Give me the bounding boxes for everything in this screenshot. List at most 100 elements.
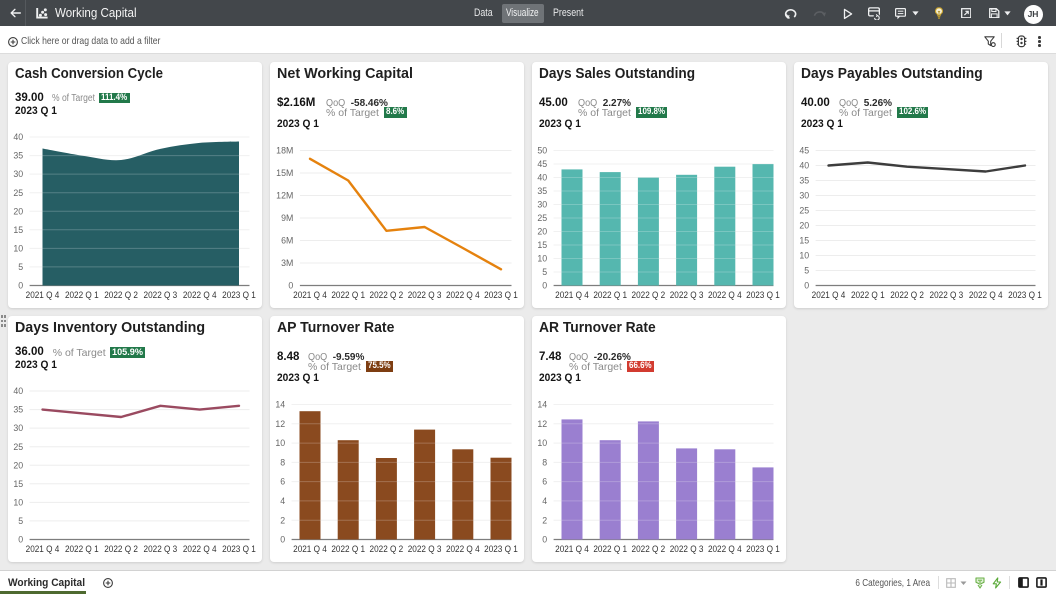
svg-text:25: 25 (799, 206, 809, 216)
svg-text:2022 Q 1: 2022 Q 1 (65, 289, 99, 300)
svg-text:2022 Q 1: 2022 Q 1 (593, 289, 627, 300)
svg-text:2021 Q 4: 2021 Q 4 (555, 543, 589, 554)
svg-text:40: 40 (13, 132, 23, 142)
svg-text:4: 4 (542, 496, 547, 506)
svg-text:9M: 9M (281, 213, 293, 223)
svg-text:2023 Q 1: 2023 Q 1 (1008, 289, 1042, 300)
svg-text:15: 15 (537, 240, 547, 250)
svg-text:15: 15 (799, 236, 809, 246)
svg-text:8: 8 (542, 458, 547, 468)
svg-text:6M: 6M (281, 236, 293, 246)
svg-text:35: 35 (537, 186, 547, 196)
svg-text:2022 Q 3: 2022 Q 3 (930, 289, 964, 300)
svg-text:2022 Q 2: 2022 Q 2 (370, 289, 404, 300)
svg-text:2022 Q 3: 2022 Q 3 (670, 543, 704, 554)
svg-text:5: 5 (804, 266, 809, 276)
svg-text:10: 10 (13, 244, 23, 254)
svg-text:45: 45 (799, 146, 809, 156)
svg-text:5: 5 (542, 267, 547, 277)
svg-text:2022 Q 3: 2022 Q 3 (408, 543, 442, 554)
svg-text:4: 4 (280, 496, 285, 506)
svg-text:5: 5 (18, 262, 23, 272)
svg-text:2022 Q 3: 2022 Q 3 (144, 543, 178, 554)
svg-text:20: 20 (799, 221, 809, 231)
svg-text:2: 2 (280, 515, 285, 525)
svg-text:30: 30 (13, 169, 23, 179)
svg-text:2023 Q 1: 2023 Q 1 (746, 289, 780, 300)
svg-text:45: 45 (537, 159, 547, 169)
svg-text:2022 Q 2: 2022 Q 2 (104, 543, 138, 554)
svg-text:2021 Q 4: 2021 Q 4 (26, 543, 60, 554)
svg-text:30: 30 (537, 200, 547, 210)
svg-text:12: 12 (537, 419, 547, 429)
svg-text:0: 0 (18, 535, 23, 545)
svg-text:2022 Q 4: 2022 Q 4 (708, 543, 742, 554)
svg-text:14: 14 (275, 400, 285, 410)
svg-text:14: 14 (537, 400, 547, 410)
svg-text:6: 6 (280, 477, 285, 487)
svg-text:2021 Q 4: 2021 Q 4 (812, 289, 846, 300)
svg-text:2022 Q 3: 2022 Q 3 (408, 289, 442, 300)
svg-text:0: 0 (18, 281, 23, 291)
svg-text:2022 Q 1: 2022 Q 1 (65, 543, 99, 554)
svg-text:2021 Q 4: 2021 Q 4 (555, 289, 589, 300)
svg-text:40: 40 (799, 161, 809, 171)
svg-text:2023 Q 1: 2023 Q 1 (222, 543, 256, 554)
svg-text:2021 Q 4: 2021 Q 4 (293, 543, 327, 554)
svg-text:2021 Q 4: 2021 Q 4 (293, 289, 327, 300)
svg-text:30: 30 (13, 423, 23, 433)
svg-text:2022 Q 2: 2022 Q 2 (632, 289, 666, 300)
svg-text:2022 Q 2: 2022 Q 2 (104, 289, 138, 300)
svg-text:25: 25 (13, 442, 23, 452)
svg-text:30: 30 (799, 191, 809, 201)
svg-text:25: 25 (537, 213, 547, 223)
svg-text:0: 0 (542, 535, 547, 545)
svg-text:5: 5 (18, 516, 23, 526)
svg-text:2022 Q 4: 2022 Q 4 (446, 289, 480, 300)
svg-text:2023 Q 1: 2023 Q 1 (484, 543, 518, 554)
svg-text:10: 10 (799, 251, 809, 261)
svg-text:2022 Q 4: 2022 Q 4 (969, 289, 1003, 300)
svg-text:2: 2 (542, 515, 547, 525)
svg-text:2021 Q 4: 2021 Q 4 (26, 289, 60, 300)
svg-text:15: 15 (13, 225, 23, 235)
svg-text:20: 20 (13, 206, 23, 216)
svg-text:0: 0 (280, 535, 285, 545)
svg-text:2023 Q 1: 2023 Q 1 (746, 543, 780, 554)
svg-text:0: 0 (288, 281, 293, 291)
svg-text:2022 Q 1: 2022 Q 1 (331, 543, 365, 554)
svg-text:20: 20 (537, 227, 547, 237)
svg-text:15M: 15M (276, 168, 293, 178)
svg-text:0: 0 (804, 281, 809, 291)
svg-text:25: 25 (13, 188, 23, 198)
svg-text:10: 10 (537, 438, 547, 448)
svg-text:15: 15 (13, 479, 23, 489)
svg-text:2022 Q 2: 2022 Q 2 (370, 543, 404, 554)
svg-text:2022 Q 4: 2022 Q 4 (183, 543, 217, 554)
svg-text:2022 Q 2: 2022 Q 2 (632, 543, 666, 554)
svg-text:18M: 18M (276, 146, 293, 156)
svg-text:10: 10 (275, 438, 285, 448)
svg-text:50: 50 (537, 146, 547, 156)
svg-text:2022 Q 2: 2022 Q 2 (890, 289, 924, 300)
svg-text:6: 6 (542, 477, 547, 487)
svg-text:35: 35 (13, 151, 23, 161)
svg-text:40: 40 (13, 386, 23, 396)
svg-text:2022 Q 4: 2022 Q 4 (708, 289, 742, 300)
svg-text:40: 40 (537, 173, 547, 183)
svg-text:2022 Q 1: 2022 Q 1 (593, 543, 627, 554)
svg-text:3M: 3M (281, 258, 293, 268)
svg-text:35: 35 (13, 405, 23, 415)
svg-text:0: 0 (542, 281, 547, 291)
svg-text:10: 10 (13, 498, 23, 508)
svg-text:2022 Q 3: 2022 Q 3 (144, 289, 178, 300)
svg-text:2023 Q 1: 2023 Q 1 (222, 289, 256, 300)
svg-text:35: 35 (799, 176, 809, 186)
svg-text:12: 12 (275, 419, 285, 429)
svg-text:2023 Q 1: 2023 Q 1 (484, 289, 518, 300)
svg-text:2022 Q 3: 2022 Q 3 (670, 289, 704, 300)
svg-text:2022 Q 4: 2022 Q 4 (446, 543, 480, 554)
svg-text:10: 10 (537, 254, 547, 264)
svg-text:8: 8 (280, 458, 285, 468)
svg-text:2022 Q 1: 2022 Q 1 (851, 289, 885, 300)
